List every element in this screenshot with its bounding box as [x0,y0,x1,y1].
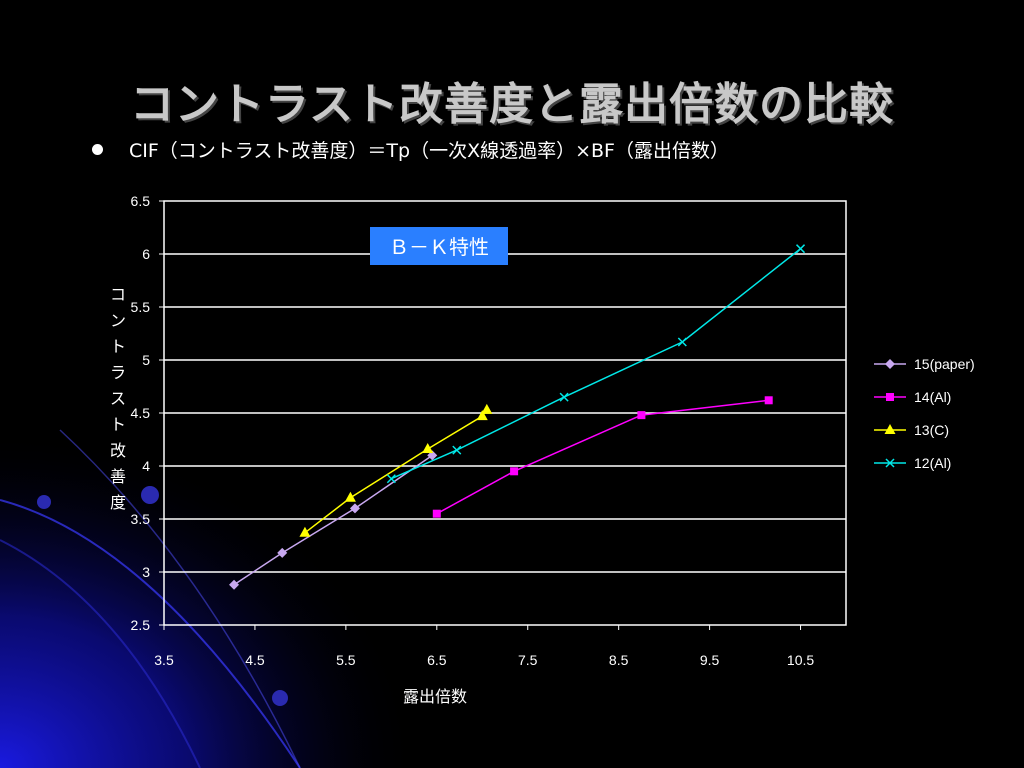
data-point [637,411,646,420]
legend-marker [885,359,895,369]
x-tick-label: 3.5 [154,652,174,668]
bullet-text: CIF（コントラスト改善度）＝Tp（一次X線透過率）×BF（露出倍数） [129,140,729,162]
legend-marker [884,424,896,434]
data-point [422,443,434,454]
legend-label: 13(C) [914,422,949,438]
x-tick-label: 9.5 [700,652,720,668]
legend-label: 14(Al) [914,389,951,405]
y-tick-label: 5 [142,352,150,368]
data-point [229,579,240,590]
series-line [304,409,488,534]
y-tick-label: 2.5 [131,617,151,633]
y-tick-label: 6.5 [131,193,151,209]
x-axis-label: 露出倍数 [403,688,467,706]
data-point [796,244,806,254]
y-tick-label: 4 [142,458,150,474]
data-point [277,547,288,558]
bullet-item: CIF（コントラスト改善度）＝Tp（一次X線透過率）×BF（露出倍数） [92,136,729,163]
x-tick-label: 7.5 [518,652,538,668]
data-point [349,503,360,514]
data-point [432,509,441,518]
data-point [452,445,462,455]
annotation-box [370,227,508,265]
slide-title: コントラスト改善度と露出倍数の比較 [129,79,895,130]
series-line [436,399,769,515]
data-point [476,410,488,421]
y-tick-label: 5.5 [131,299,151,315]
data-point [386,474,396,484]
data-point [344,491,356,502]
x-tick-label: 8.5 [609,652,629,668]
y-tick-label: 6 [142,246,150,262]
series-line [233,454,433,586]
legend-marker [886,393,894,401]
data-point [510,467,519,476]
y-tick-label: 3 [142,564,150,580]
legend-marker [885,458,895,468]
bullet-dot-icon [92,144,103,155]
data-point [764,396,773,405]
y-tick-label: 4.5 [131,405,151,421]
series-line [390,248,801,480]
y-axis-label: コントラスト改善度 [110,287,126,512]
data-point [677,337,687,347]
legend-label: 15(paper) [914,356,975,372]
y-tick-label: 3.5 [131,511,151,527]
annotation-label: Ｂ－Ｋ特性 [389,236,489,259]
data-point [481,403,493,414]
data-point [559,392,569,402]
x-tick-label: 10.5 [787,652,814,668]
x-tick-label: 5.5 [336,652,356,668]
x-tick-label: 6.5 [427,652,447,668]
data-point [299,526,311,537]
x-tick-label: 4.5 [245,652,265,668]
legend-label: 12(Al) [914,455,951,471]
